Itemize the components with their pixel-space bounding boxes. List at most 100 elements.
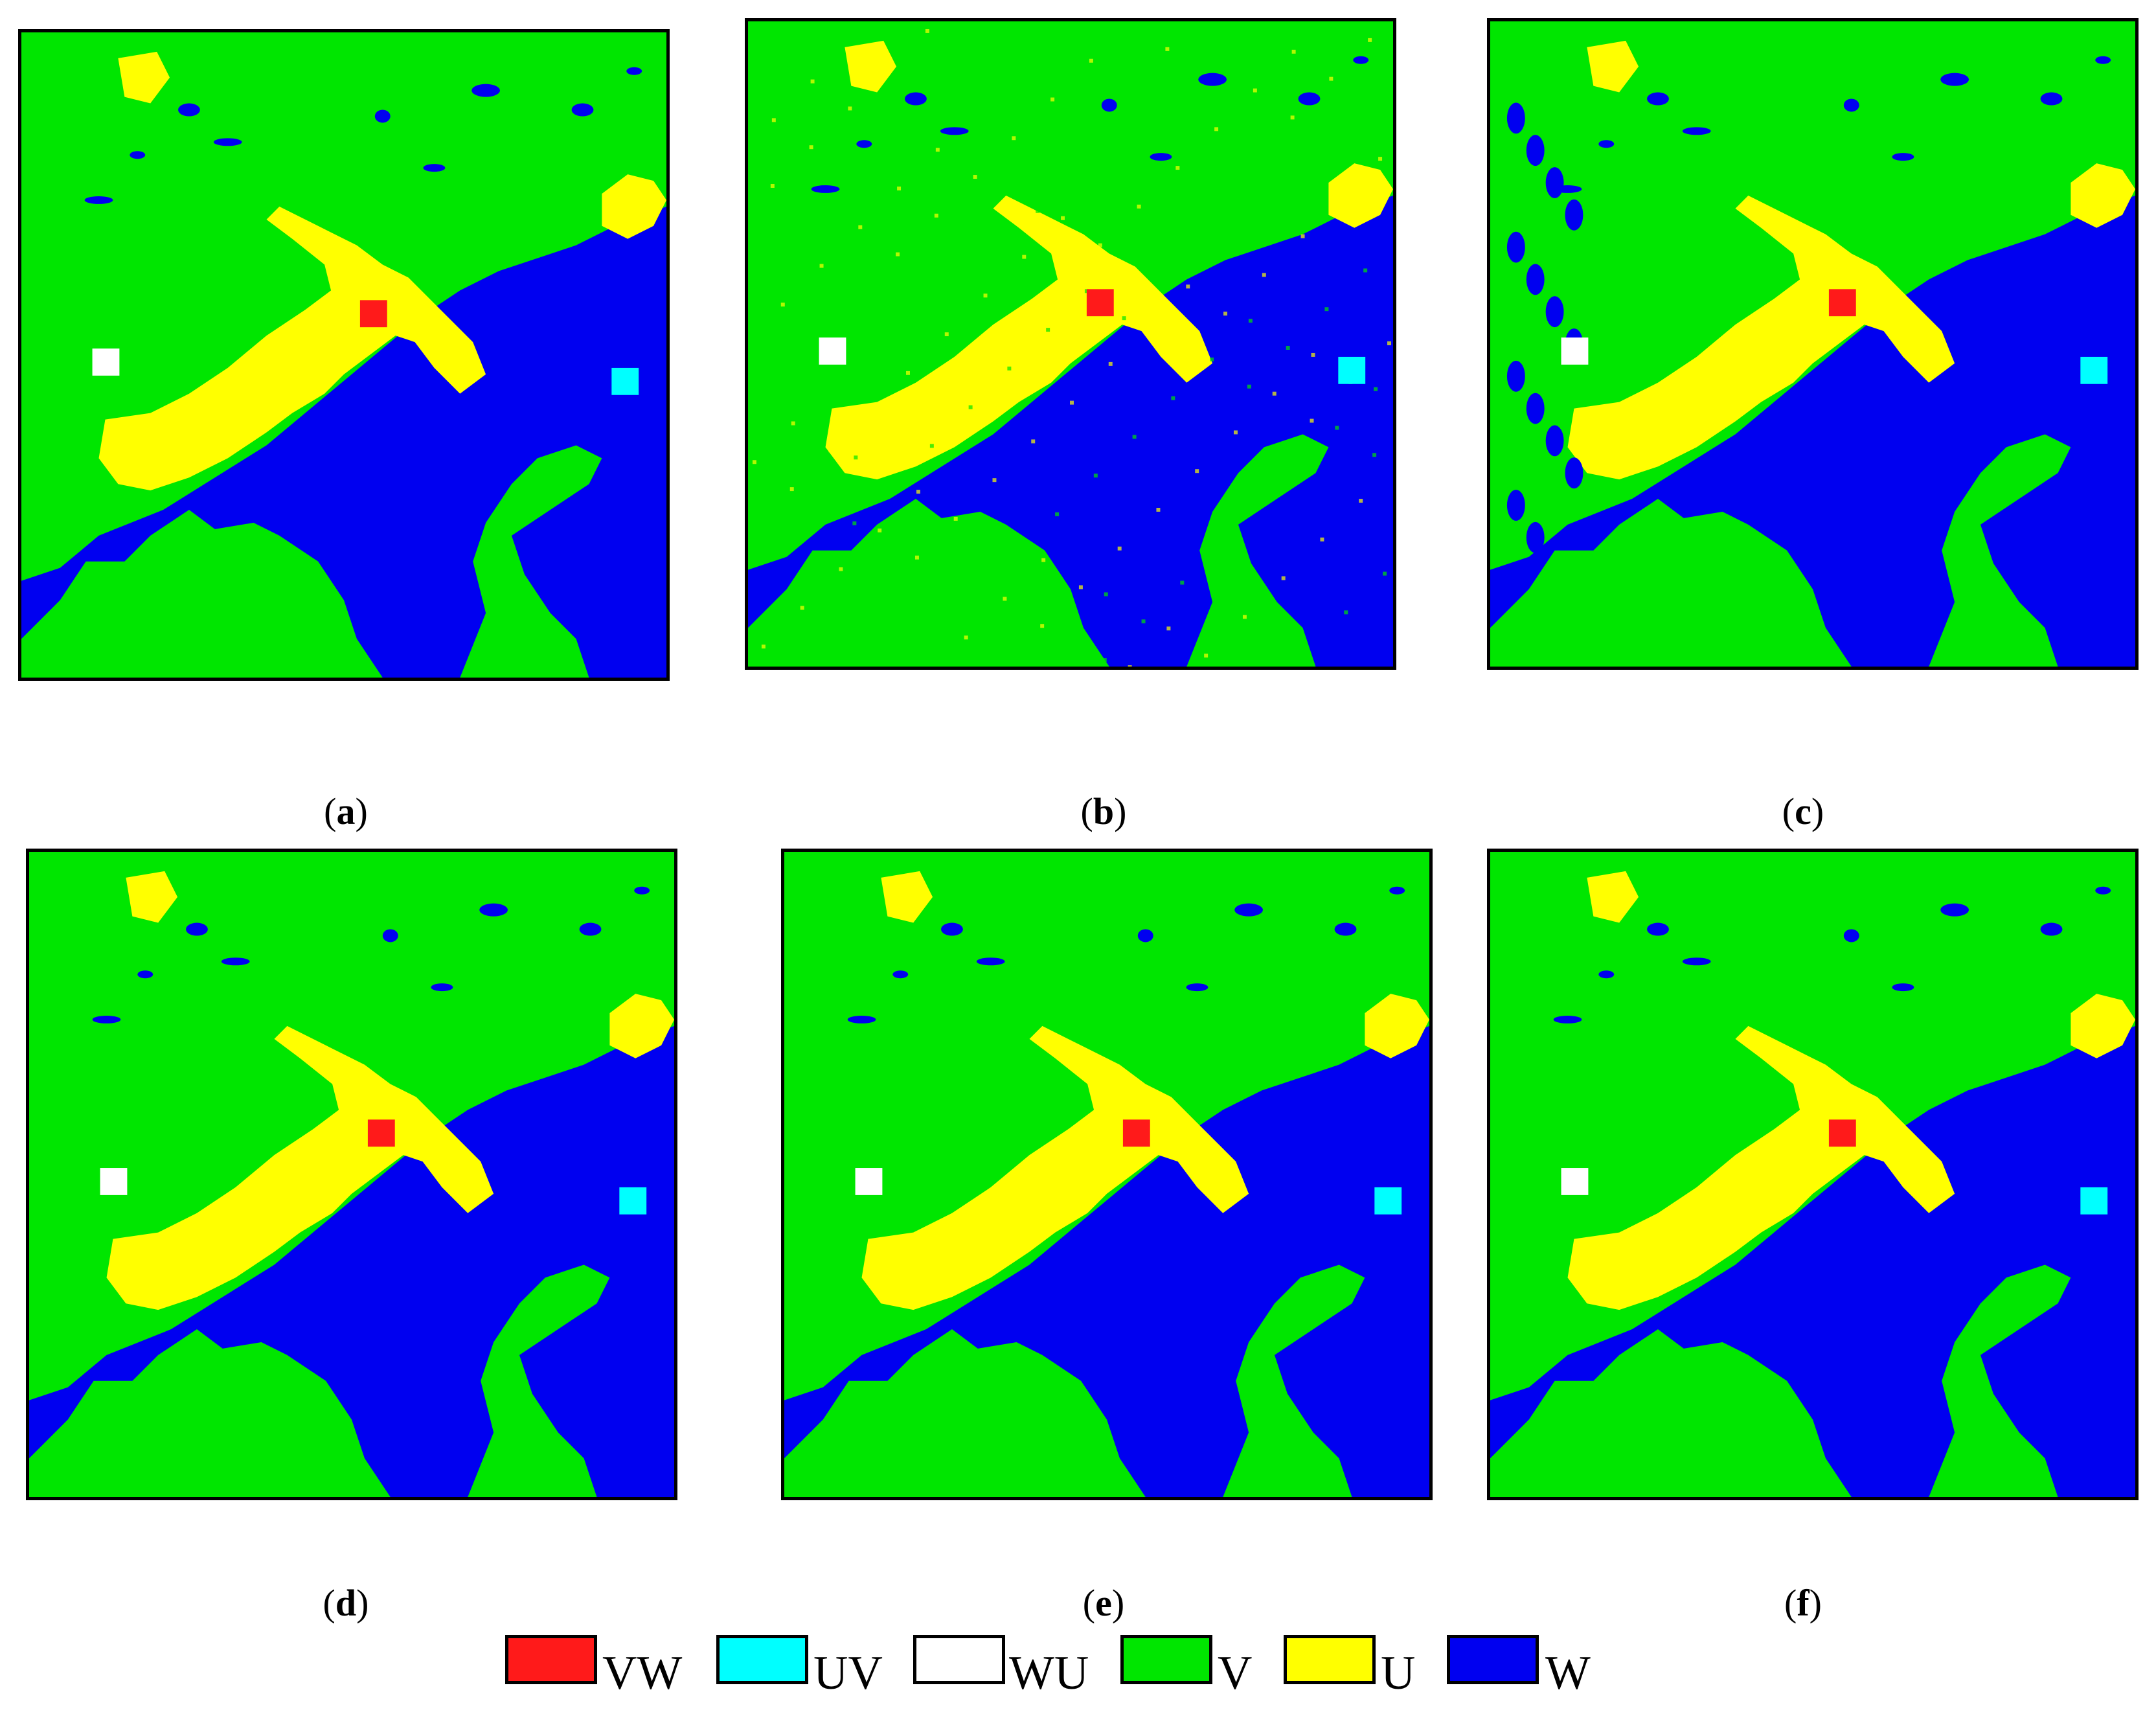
noise-speck — [1141, 619, 1146, 624]
noise-speck — [1132, 435, 1137, 439]
pond — [1506, 231, 1525, 263]
noise-speck — [872, 179, 876, 183]
noise-speck — [1266, 42, 1271, 47]
pond — [1198, 73, 1227, 86]
noise-speck — [1166, 626, 1171, 631]
noise-speck — [795, 190, 800, 195]
noise-speck — [1060, 282, 1064, 286]
sample-square-vw — [1086, 289, 1114, 317]
noise-speck — [1074, 170, 1078, 175]
noise-speck — [1186, 284, 1190, 289]
noise-speck — [1089, 58, 1093, 63]
noise-speck — [1374, 387, 1378, 391]
noise-speck — [1098, 243, 1102, 247]
noise-speck — [1036, 209, 1040, 213]
sample-square-vw — [1122, 1119, 1150, 1147]
noise-speck — [977, 589, 982, 594]
sample-square-wu — [855, 1168, 883, 1195]
noise-speck — [1161, 277, 1165, 282]
noise-speck — [925, 29, 929, 33]
pond — [1843, 98, 1859, 112]
noise-speck — [906, 371, 910, 375]
noise-speck — [839, 567, 843, 571]
classification-map — [784, 852, 1429, 1497]
noise-speck — [824, 33, 828, 38]
pond — [2040, 922, 2063, 936]
pond — [571, 103, 594, 117]
legend-swatch-wu — [913, 1635, 1005, 1684]
noise-speck — [1165, 47, 1170, 51]
noise-speck — [1031, 439, 1036, 444]
pond — [374, 109, 391, 123]
noise-speck — [789, 487, 794, 492]
noise-speck — [810, 79, 815, 84]
noise-speck — [914, 555, 919, 560]
noise-speck — [910, 141, 914, 145]
noise-speck — [1185, 350, 1189, 354]
noise-speck — [896, 252, 900, 257]
caption-f: (f) — [1784, 1582, 1822, 1624]
pond — [1545, 425, 1564, 457]
noise-speck — [992, 478, 997, 483]
noise-speck — [940, 562, 944, 567]
noise-speck — [1021, 321, 1025, 325]
pond — [976, 957, 1005, 966]
pond — [137, 970, 153, 979]
classification-map — [21, 32, 666, 678]
noise-speck — [988, 63, 992, 67]
pond — [471, 84, 501, 97]
noise-speck — [1238, 200, 1242, 204]
noise-speck — [1113, 131, 1117, 136]
pond — [423, 164, 446, 172]
urban-region-ne — [609, 994, 674, 1058]
noise-speck — [867, 409, 872, 414]
pond — [2095, 56, 2111, 64]
urban-region-ne — [2071, 163, 2135, 228]
pond — [1553, 1015, 1582, 1023]
noise-speck — [1117, 546, 1122, 551]
urban-region — [98, 206, 486, 491]
sample-square-wu — [1561, 1168, 1589, 1195]
noise-speck — [1007, 366, 1012, 371]
noise-speck — [1354, 84, 1359, 88]
noise-speck — [920, 259, 925, 264]
noise-speck — [815, 494, 819, 499]
noise-speck — [1272, 391, 1277, 396]
noise-speck — [1065, 631, 1070, 635]
noise-speck — [1204, 654, 1208, 658]
noise-speck — [1228, 81, 1232, 86]
urban-region-nw — [126, 871, 178, 923]
pond — [84, 196, 113, 204]
pond — [1892, 153, 1914, 161]
noise-speck — [800, 606, 804, 610]
noise-speck — [819, 264, 824, 268]
noise-speck — [1378, 157, 1383, 161]
noise-speck — [1175, 166, 1180, 170]
sample-square-vw — [359, 300, 387, 328]
noise-speck — [983, 293, 988, 298]
noise-speck — [1016, 551, 1021, 555]
noise-speck — [1102, 658, 1107, 663]
classification-map — [1490, 21, 2135, 667]
noise-speck — [1248, 319, 1253, 323]
legend-label-v: V — [1218, 1647, 1253, 1700]
pond — [1526, 393, 1545, 424]
noise-speck — [858, 225, 863, 229]
noise-speck — [973, 175, 977, 179]
urban-region — [106, 1025, 494, 1310]
noise-speck — [897, 186, 902, 190]
noise-speck — [1108, 361, 1113, 366]
pond — [431, 983, 453, 992]
pond — [2040, 92, 2063, 106]
pond — [1506, 490, 1525, 521]
noise-speck — [1359, 499, 1363, 503]
noise-speck — [1233, 430, 1238, 435]
pond — [1940, 73, 1969, 86]
noise-speck — [873, 113, 878, 118]
noise-speck — [809, 145, 813, 150]
noise-speck — [1257, 503, 1262, 507]
urban-region-nw — [845, 40, 897, 93]
pond — [579, 922, 602, 936]
caption-e: (e) — [1082, 1582, 1125, 1624]
noise-speck — [1128, 665, 1132, 667]
